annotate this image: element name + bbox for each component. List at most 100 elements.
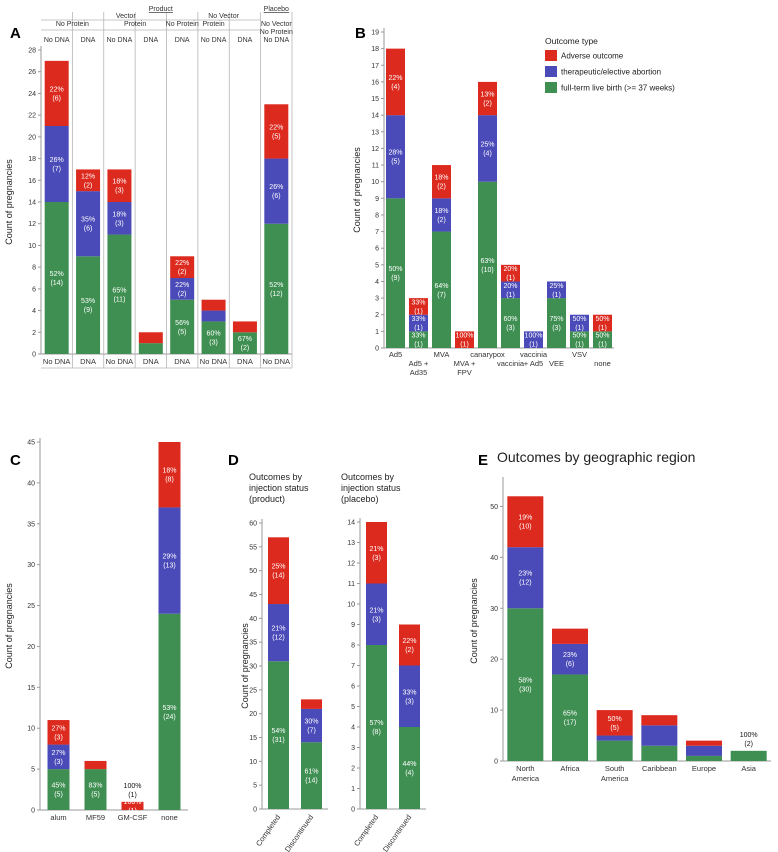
data-label: 18%(2) (434, 175, 448, 191)
data-label: 22%(2) (175, 282, 189, 298)
bar-segment-therapeutic (44, 126, 69, 202)
x-tick-label: No DNA (263, 357, 291, 366)
data-label: 26%(7) (50, 157, 64, 173)
column-header-product: Product (149, 6, 173, 13)
data-label-line: (2) (437, 217, 446, 224)
x-tick-label: DNA (143, 357, 159, 366)
legend-title: Outcome type (545, 36, 598, 46)
y-tick-label: 10 (490, 708, 498, 715)
chart-title-d: injection status (249, 483, 309, 493)
y-tick-label: 20 (490, 657, 498, 664)
x-tick-label: Asia (741, 764, 756, 773)
bar-segment-adverse (107, 169, 132, 202)
data-label-line: (14) (305, 778, 317, 785)
data-label-line: 54% (271, 728, 285, 735)
column-header-placebo: Placebo (264, 6, 289, 13)
data-label-line: 60% (207, 331, 221, 338)
data-label-line: (6) (84, 226, 93, 233)
data-label: 100% (1) (456, 333, 474, 349)
data-label: 50%(1) (572, 316, 586, 332)
x-tick-label: Ad5 + (409, 359, 429, 368)
data-label-line: 19% (518, 515, 532, 522)
y-tick-label: 1 (375, 329, 379, 336)
data-label-line: (7) (437, 292, 446, 299)
column-header-protein: No Protein (56, 21, 89, 28)
data-label-line: (3) (209, 340, 218, 347)
data-label-line: (14) (50, 280, 62, 287)
y-tick-label: 11 (372, 163, 379, 170)
bar-segment-livebirth (84, 769, 107, 810)
y-tick-label: 50 (249, 568, 257, 575)
x-tick-label: vaccinia (520, 350, 548, 359)
x-tick-label: MVA (434, 350, 450, 359)
data-label-line: (2) (84, 182, 93, 189)
data-label: 67%(2) (238, 336, 252, 352)
data-label-line: 26% (269, 184, 283, 191)
data-label-line: (3) (405, 698, 414, 705)
bar-segment-therapeutic (409, 314, 428, 332)
y-tick-label: 12 (347, 561, 355, 568)
column-header-dna: DNA (143, 37, 158, 44)
data-label: 27%(3) (51, 750, 65, 766)
bar-segment-livebirth (44, 202, 69, 354)
data-label-line: 100% (740, 732, 758, 739)
y-tick-label: 10 (28, 243, 36, 250)
data-label-line: (10) (481, 267, 493, 274)
bar-segment-therapeutic (301, 708, 322, 743)
bar-segment-livebirth (47, 769, 70, 810)
y-tick-label: 6 (375, 246, 379, 253)
y-tick-label: 9 (375, 196, 379, 203)
data-label-line: 57% (369, 720, 383, 727)
y-tick-label: 35 (249, 640, 257, 647)
bar-segment-livebirth (301, 742, 322, 809)
panel-letter-c: C (10, 452, 21, 469)
data-label-line: 28% (388, 150, 402, 157)
y-tick-label: 45 (249, 592, 257, 599)
data-label-line: 61% (304, 769, 318, 776)
chart-title-d2: (placebo) (341, 494, 379, 504)
y-tick-label: 9 (351, 622, 355, 629)
data-label-line: (4) (483, 150, 492, 157)
data-label-line: (3) (115, 220, 124, 227)
legend-swatch-therapeutic (545, 66, 557, 77)
y-tick-label: 15 (371, 96, 379, 103)
data-label-line: (1) (128, 808, 137, 815)
bar-segment-adverse (409, 298, 428, 315)
data-label: 21%(3) (369, 607, 383, 623)
data-label-line: 20% (503, 266, 517, 273)
bar-segment-therapeutic (552, 643, 588, 675)
bar-segment-therapeutic (47, 744, 70, 770)
data-label: 56%(5) (175, 320, 189, 336)
y-tick-label: 10 (371, 179, 379, 186)
data-label-line: 50% (608, 716, 622, 723)
y-tick-label: 30 (490, 606, 498, 613)
y-tick-label: 5 (351, 704, 355, 711)
data-label-line: (12) (519, 580, 531, 587)
data-label: 60%(3) (503, 316, 517, 332)
y-tick-label: 12 (28, 221, 36, 228)
data-label: 58% (30) (518, 678, 532, 694)
bar-segment-adverse (507, 496, 544, 548)
y-tick-label: 5 (31, 767, 35, 774)
column-header-protein: No Vector (261, 21, 292, 28)
y-axis-label: Count of pregnancies (4, 159, 14, 245)
y-tick-label: 0 (375, 346, 379, 353)
y-tick-label: 14 (28, 200, 36, 207)
data-label-line: 13% (480, 92, 494, 99)
data-label-line: 45% (51, 783, 65, 790)
chart-title-d2: injection status (341, 483, 401, 493)
bar-segment-livebirth (107, 234, 132, 354)
data-label: 22%(6) (50, 86, 64, 102)
y-tick-label: 50 (490, 504, 498, 511)
data-label-line: 27% (51, 725, 65, 732)
bar-segment-therapeutic (432, 198, 451, 232)
y-tick-label: 5 (253, 783, 257, 790)
data-label-line: 23% (563, 652, 577, 659)
y-tick-label: 22 (28, 113, 36, 120)
bar-segment-therapeutic (501, 281, 520, 299)
data-label-line: (1) (598, 342, 607, 349)
y-tick-label: 6 (32, 286, 36, 293)
data-label-line: 12% (81, 173, 95, 180)
